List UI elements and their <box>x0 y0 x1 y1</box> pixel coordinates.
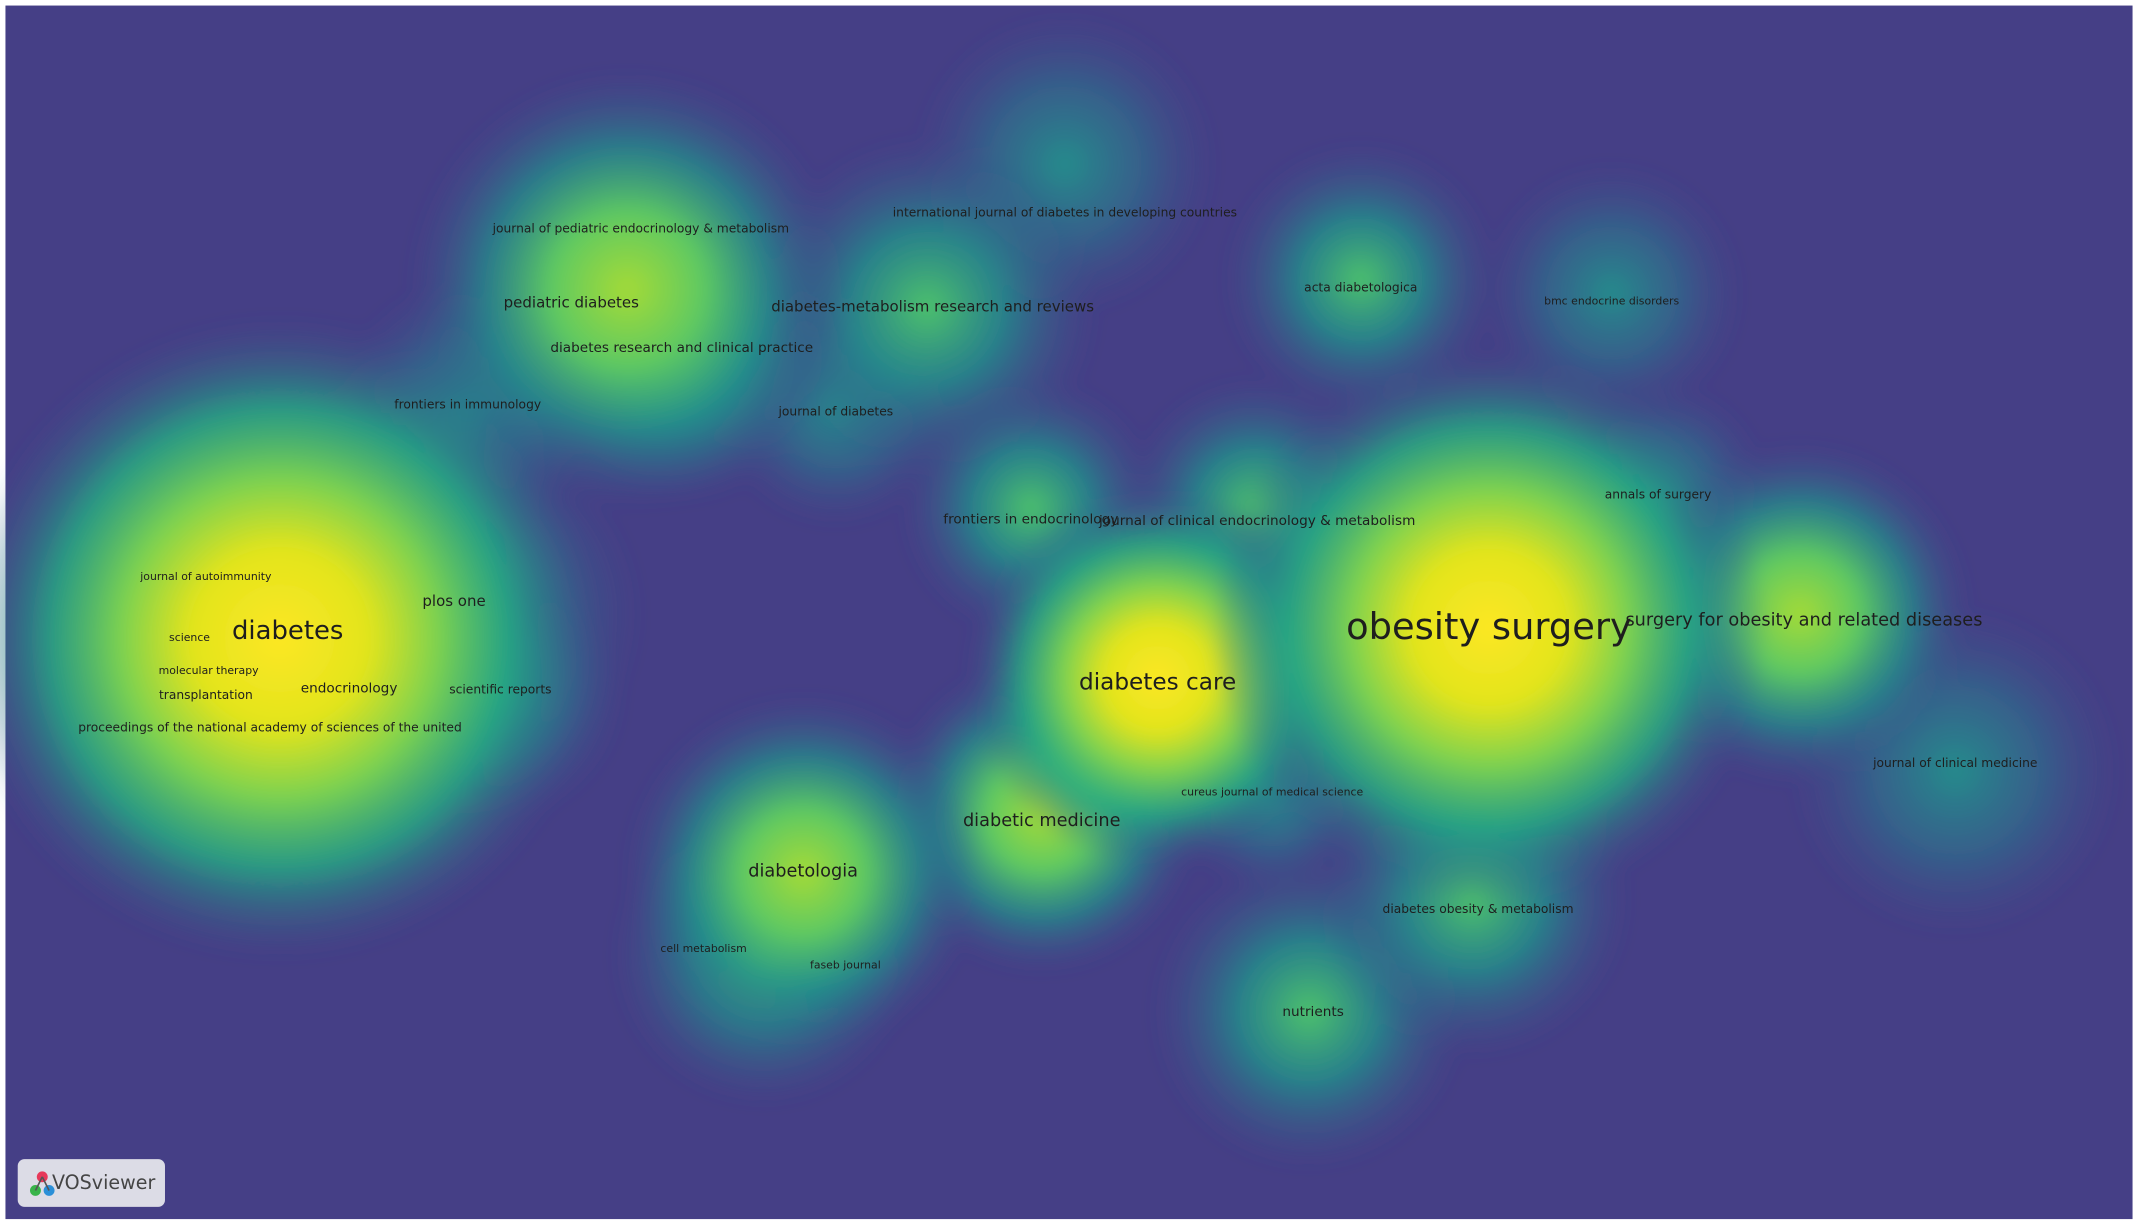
node-label[interactable]: science <box>169 631 210 644</box>
density-blob <box>0 317 600 959</box>
density-blob <box>1209 347 1769 907</box>
logo-icon <box>29 1171 55 1196</box>
node-label[interactable]: cell metabolism <box>660 942 746 955</box>
node-label[interactable]: journal of diabetes <box>778 404 894 418</box>
node-label[interactable]: diabetologia <box>748 861 858 881</box>
node-label[interactable]: journal of clinical endocrinology & meta… <box>1098 513 1415 529</box>
density-blob <box>409 71 846 508</box>
node-label[interactable]: endocrinology <box>301 681 398 697</box>
logo[interactable]: VOSviewer <box>17 1159 165 1207</box>
density-blob <box>1224 143 1498 416</box>
node-label[interactable]: acta diabetologica <box>1304 280 1417 294</box>
node-label[interactable]: diabetes care <box>1079 669 1236 696</box>
node-label[interactable]: journal of pediatric endocrinology & met… <box>492 222 789 236</box>
node-label[interactable]: frontiers in endocrinology <box>943 512 1118 528</box>
node-label[interactable]: pediatric diabetes <box>504 293 639 311</box>
node-label[interactable]: plos one <box>422 592 485 610</box>
node-label[interactable]: nutrients <box>1282 1004 1343 1020</box>
node-label[interactable]: proceedings of the national academy of s… <box>78 721 462 735</box>
node-label[interactable]: international journal of diabetes in dev… <box>893 205 1237 219</box>
node-label[interactable]: molecular therapy <box>159 664 259 677</box>
node-label[interactable]: diabetes-metabolism research and reviews <box>771 297 1094 315</box>
node-label[interactable]: faseb journal <box>810 958 881 971</box>
node-label[interactable]: cureus journal of medical science <box>1181 785 1363 798</box>
node-label[interactable]: journal of clinical medicine <box>1872 756 2037 770</box>
node-label[interactable]: transplantation <box>159 688 253 702</box>
density-blob <box>625 695 981 1051</box>
logo-box[interactable] <box>17 1159 165 1207</box>
node-label[interactable]: obesity surgery <box>1346 605 1632 648</box>
node-label[interactable]: annals of surgery <box>1605 488 1712 502</box>
node-label[interactable]: diabetes research and clinical practice <box>550 340 813 356</box>
node-label[interactable]: bmc endocrine disorders <box>1544 294 1679 307</box>
density-layer <box>0 13 2119 1169</box>
node-label[interactable]: scientific reports <box>449 683 551 697</box>
node-label[interactable]: diabetic medicine <box>963 811 1121 831</box>
node-label[interactable]: diabetes <box>232 616 343 646</box>
logo-text: VOSviewer <box>52 1172 156 1194</box>
node-label[interactable]: journal of autoimmunity <box>139 570 272 583</box>
node-label[interactable]: surgery for obesity and related diseases <box>1625 610 1982 630</box>
node-label[interactable]: frontiers in immunology <box>394 398 541 412</box>
node-label[interactable]: diabetes obesity & metabolism <box>1383 902 1574 916</box>
label-layer: journal of pediatric endocrinology & met… <box>78 205 2037 1020</box>
